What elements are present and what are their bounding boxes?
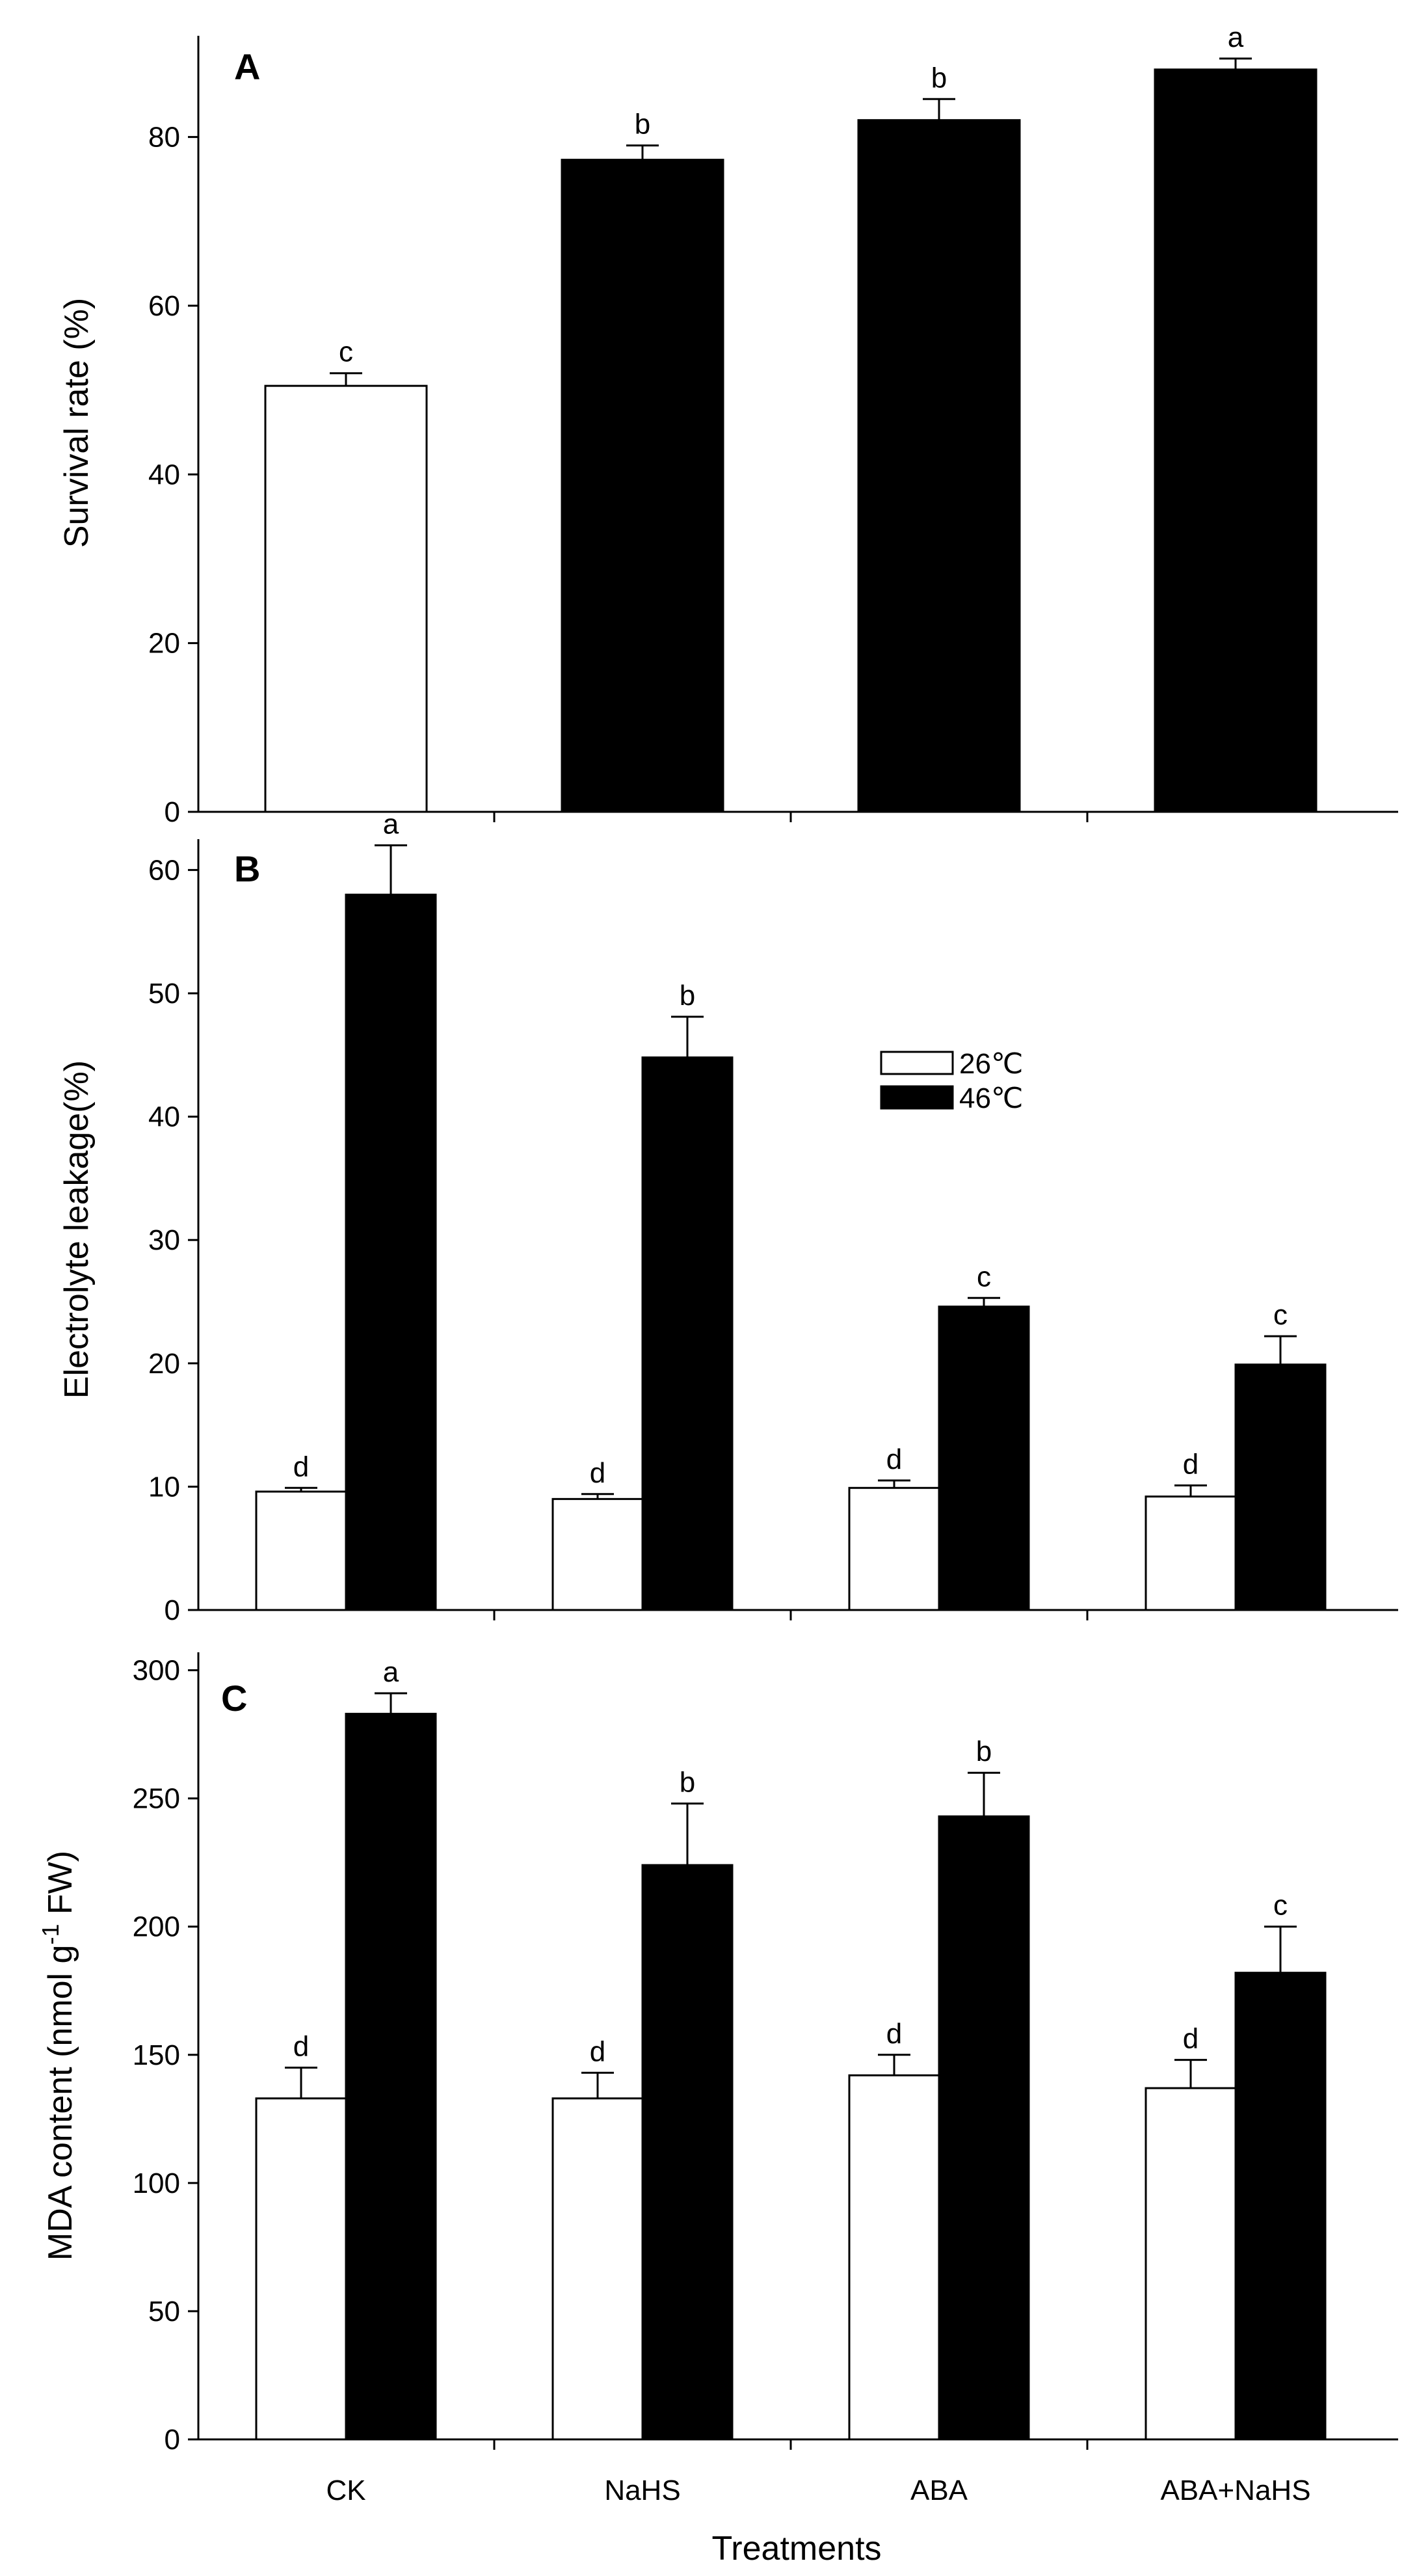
panel-b-sig-label-aba-26: d bbox=[886, 1443, 902, 1475]
panel-a-sig-label-aba-survival: b bbox=[931, 62, 947, 94]
panel-b-sig-label-nahs-46: b bbox=[680, 980, 695, 1012]
panel-a-y-axis-title: Survival rate (%) bbox=[58, 298, 96, 548]
panel-a-letter: A bbox=[234, 46, 260, 87]
panel-a-bar-ck-survival bbox=[264, 384, 428, 813]
panel-b-bar-ck-46 bbox=[345, 893, 437, 1611]
panel-b-sig-label-nahs-26: d bbox=[590, 1457, 605, 1489]
panel-a: c b b a 0 20 40 60 80 A Survival rate (%) bbox=[58, 21, 1398, 828]
panel-c-sig-label-nahs-26: d bbox=[590, 2035, 605, 2067]
panel-c-bar-aba-nahs-26 bbox=[1145, 2087, 1237, 2441]
x-tick-label-nahs: NaHS bbox=[604, 2475, 680, 2506]
x-axis-title: Treatments bbox=[711, 2530, 881, 2568]
panel-a-sig-label-ck-survival: c bbox=[339, 336, 353, 368]
legend-label-26c: 26℃ bbox=[959, 1048, 1023, 1080]
panel-c-y-axis-title-tail: FW) bbox=[42, 1851, 79, 1924]
panel-b-y-tick-label: 30 bbox=[148, 1224, 180, 1256]
panel-c-bar-ck-46 bbox=[345, 1713, 437, 2441]
panel-b-y-axis: 0 10 20 30 40 50 60 bbox=[148, 839, 1398, 1626]
panel-c-y-tick-label: 50 bbox=[148, 2296, 180, 2328]
panel-c-sig-label-aba-26: d bbox=[886, 2018, 902, 2050]
panel-b-bar-nahs-26 bbox=[551, 1497, 644, 1611]
panel-c-bars: d a d b d b d c bbox=[255, 1656, 1327, 2441]
panel-c-letter: C bbox=[221, 1678, 247, 1719]
panel-b-sig-label-ck-26: d bbox=[293, 1451, 309, 1483]
x-tick-label-aba-nahs: ABA+NaHS bbox=[1160, 2475, 1310, 2506]
panel-b-sig-label-aba-nahs-26: d bbox=[1183, 1449, 1198, 1481]
panel-c-y-axis-title-main: MDA content (nmol g bbox=[42, 1945, 79, 2261]
panel-c-y-tick-label: 0 bbox=[165, 2424, 180, 2456]
panel-c-bar-aba-nahs-46 bbox=[1234, 1972, 1327, 2441]
panel-b-y-tick-label: 20 bbox=[148, 1348, 180, 1380]
panel-c-bar-aba-46 bbox=[938, 1815, 1030, 2441]
panel-b-bar-aba-46 bbox=[938, 1306, 1030, 1611]
panel-b-sig-label-aba-nahs-46: c bbox=[1273, 1299, 1288, 1331]
panel-c-y-tick-label: 150 bbox=[133, 2039, 180, 2071]
panel-c-bar-nahs-26 bbox=[551, 2097, 644, 2441]
legend-swatch-26c bbox=[880, 1051, 954, 1075]
panel-c-y-axis-title-sup: -1 bbox=[37, 1924, 64, 1945]
panel-b-sig-label-ck-46: a bbox=[383, 808, 399, 840]
panel-c-sig-label-aba-46: b bbox=[976, 1736, 992, 1767]
panel-a-y-tick-label: 40 bbox=[148, 459, 180, 490]
panel-c-y-axis: 0 50 100 150 200 250 300 bbox=[133, 1652, 1398, 2456]
panel-a-bar-aba-nahs-survival bbox=[1154, 68, 1318, 813]
panel-c-bar-ck-26 bbox=[255, 2097, 347, 2441]
legend-label-46c: 46℃ bbox=[959, 1082, 1023, 1114]
panel-b-bar-aba-nahs-46 bbox=[1234, 1363, 1327, 1611]
panel-c-sig-label-aba-nahs-26: d bbox=[1183, 2023, 1198, 2055]
panel-c-y-tick-label: 250 bbox=[133, 1783, 180, 1815]
panel-b-y-tick-label: 60 bbox=[148, 854, 180, 886]
panel-c: d a d b d b d c 0 50 100 150 200 250 300 C MDA conten… bbox=[37, 1652, 1398, 2456]
panel-a-bar-aba-survival bbox=[857, 119, 1021, 813]
panel-b-y-tick-label: 50 bbox=[148, 978, 180, 1010]
panel-b-legend: 26℃ 46℃ bbox=[880, 1048, 1023, 1114]
panel-a-sig-label-aba-nahs-survival: a bbox=[1228, 21, 1244, 53]
panel-a-bar-nahs-survival bbox=[561, 159, 724, 813]
panel-a-sig-label-nahs-survival: b bbox=[635, 109, 650, 141]
panel-b: d a d b d c d c 0 10 20 30 40 50 60 B Electrolyte lea… bbox=[58, 808, 1398, 1626]
panel-c-bar-nahs-46 bbox=[641, 1864, 734, 2441]
panel-b-bar-aba-26 bbox=[848, 1486, 940, 1611]
panel-c-sig-label-nahs-46: b bbox=[680, 1767, 695, 1799]
legend-swatch-46c bbox=[880, 1085, 954, 1110]
panel-b-sig-label-aba-46: c bbox=[977, 1261, 991, 1293]
panel-a-y-tick-label: 80 bbox=[148, 122, 180, 154]
x-tick-label-ck: CK bbox=[326, 2475, 365, 2506]
x-tick-label-aba: ABA bbox=[910, 2475, 968, 2506]
panel-b-y-tick-label: 40 bbox=[148, 1101, 180, 1133]
panel-b-bar-ck-26 bbox=[255, 1490, 347, 1611]
panel-b-bar-aba-nahs-26 bbox=[1145, 1496, 1237, 1611]
panel-b-y-tick-label: 0 bbox=[165, 1594, 180, 1626]
panel-b-letter: B bbox=[234, 848, 260, 889]
panel-c-y-tick-label: 100 bbox=[133, 2167, 180, 2199]
panel-b-bar-nahs-46 bbox=[641, 1056, 734, 1611]
panel-c-y-axis-title: MDA content (nmol g-1 FW) bbox=[37, 1851, 79, 2261]
panel-c-sig-label-ck-26: d bbox=[293, 2031, 309, 2063]
panel-a-bars: c b b a bbox=[264, 21, 1318, 813]
panel-b-y-axis-title: Electrolyte leakage(%) bbox=[58, 1060, 96, 1399]
panel-a-y-axis: 0 20 40 60 80 bbox=[148, 36, 1398, 828]
panel-c-sig-label-aba-nahs-46: c bbox=[1273, 1890, 1288, 1922]
panel-a-y-tick-label: 0 bbox=[165, 796, 180, 828]
x-axis-category-labels: CK NaHS ABA ABA+NaHS bbox=[326, 2475, 1310, 2506]
panel-c-y-tick-label: 300 bbox=[133, 1655, 180, 1687]
panel-b-y-tick-label: 10 bbox=[148, 1471, 180, 1503]
panel-c-sig-label-ck-46: a bbox=[383, 1656, 399, 1688]
panel-a-y-tick-label: 20 bbox=[148, 628, 180, 660]
panel-c-y-tick-label: 200 bbox=[133, 1911, 180, 1943]
panel-a-y-tick-label: 60 bbox=[148, 290, 180, 322]
panel-c-bar-aba-26 bbox=[848, 2074, 940, 2441]
panel-b-bars: d a d b d c d c bbox=[255, 808, 1327, 1611]
